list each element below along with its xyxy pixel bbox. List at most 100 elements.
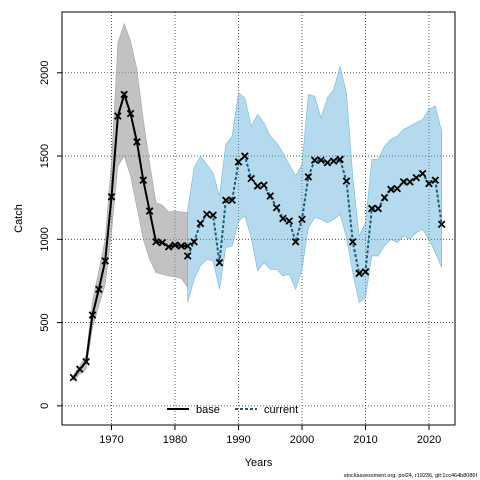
point-stroke [145, 207, 154, 215]
current-point [336, 155, 344, 164]
point-stroke [228, 196, 236, 205]
point-stroke [209, 211, 217, 220]
point-stroke [171, 241, 179, 249]
data-points [69, 90, 446, 382]
current-point [202, 210, 211, 219]
base-point [126, 109, 135, 118]
current-point [310, 156, 319, 165]
y-tick-label: 500 [39, 313, 51, 331]
current-point [406, 178, 414, 186]
point-stroke [361, 267, 370, 276]
point-stroke [234, 158, 243, 166]
point-stroke [310, 156, 319, 165]
current-point [317, 156, 325, 165]
point-stroke [126, 109, 135, 118]
point-stroke [247, 174, 256, 183]
point-stroke [114, 112, 122, 120]
y-tick-label: 1500 [39, 144, 51, 168]
point-stroke [336, 155, 344, 164]
base-point [177, 242, 186, 250]
point-stroke [348, 237, 357, 246]
point-stroke [279, 214, 287, 223]
point-stroke [101, 257, 110, 265]
point-stroke [183, 242, 192, 250]
legend: base current [167, 404, 298, 416]
point-stroke [304, 173, 313, 181]
point-stroke [241, 152, 249, 160]
current-point [234, 158, 243, 166]
footnote: stockassessment.org, pol24, r19236, git:… [344, 473, 478, 479]
x-axis-title: Years [245, 457, 273, 469]
base-point [158, 238, 167, 247]
y-tick-label: 0 [39, 403, 51, 409]
point-stroke [298, 215, 306, 224]
current-point [323, 158, 332, 167]
current-point [260, 181, 268, 190]
x-tick-label: 2010 [353, 434, 377, 446]
grid [62, 12, 455, 425]
current-point [342, 177, 351, 185]
current-point [418, 169, 427, 178]
current-point [367, 204, 376, 213]
base-point [69, 373, 78, 382]
current-point [431, 176, 440, 185]
x-tick-label: 1990 [226, 434, 250, 446]
point-stroke [196, 219, 205, 228]
point-stroke [323, 158, 332, 167]
base-point [94, 285, 103, 294]
current-point [215, 258, 224, 267]
base-point [114, 112, 122, 120]
current-band [187, 66, 442, 304]
point-stroke [437, 220, 446, 229]
point-stroke [152, 237, 160, 246]
current-point [228, 196, 236, 205]
x-tick-label: 1970 [99, 434, 123, 446]
y-tick-label: 2000 [39, 61, 51, 85]
current-point [190, 237, 198, 246]
point-stroke [374, 204, 383, 213]
current-point [399, 178, 408, 186]
point-stroke [221, 196, 230, 205]
point-stroke [355, 269, 363, 278]
y-tick-label: 1000 [39, 227, 51, 251]
current-point [291, 237, 300, 246]
point-stroke [329, 157, 338, 165]
base-point [139, 176, 148, 185]
base-point [152, 237, 160, 246]
current-point [348, 237, 357, 246]
point-stroke [342, 177, 351, 185]
current-point [221, 196, 230, 205]
legend-current-label: current [264, 404, 298, 416]
base-point [183, 242, 192, 250]
current-point [329, 157, 338, 165]
current-point [196, 219, 205, 228]
current-point [272, 203, 281, 212]
point-stroke [387, 185, 395, 194]
current-point [247, 174, 256, 183]
point-stroke [164, 242, 173, 251]
point-stroke [120, 90, 129, 99]
x-tick-label: 1980 [163, 434, 187, 446]
current-point [355, 269, 363, 278]
current-point [266, 192, 275, 200]
point-stroke [190, 237, 198, 246]
point-stroke [139, 176, 148, 185]
point-stroke [82, 357, 90, 366]
point-stroke [367, 204, 376, 213]
point-stroke [272, 203, 281, 212]
legend-base-label: base [196, 404, 220, 416]
point-stroke [177, 242, 186, 250]
point-stroke [431, 176, 440, 185]
x-tick-label: 2020 [417, 434, 441, 446]
current-point [425, 179, 433, 188]
point-stroke [260, 181, 268, 190]
current-point [298, 215, 306, 224]
base-point [120, 90, 129, 99]
current-point [437, 220, 446, 229]
current-point [387, 185, 395, 194]
point-stroke [133, 138, 141, 146]
base-point [171, 241, 179, 249]
point-stroke [253, 182, 262, 190]
point-stroke [69, 373, 78, 382]
